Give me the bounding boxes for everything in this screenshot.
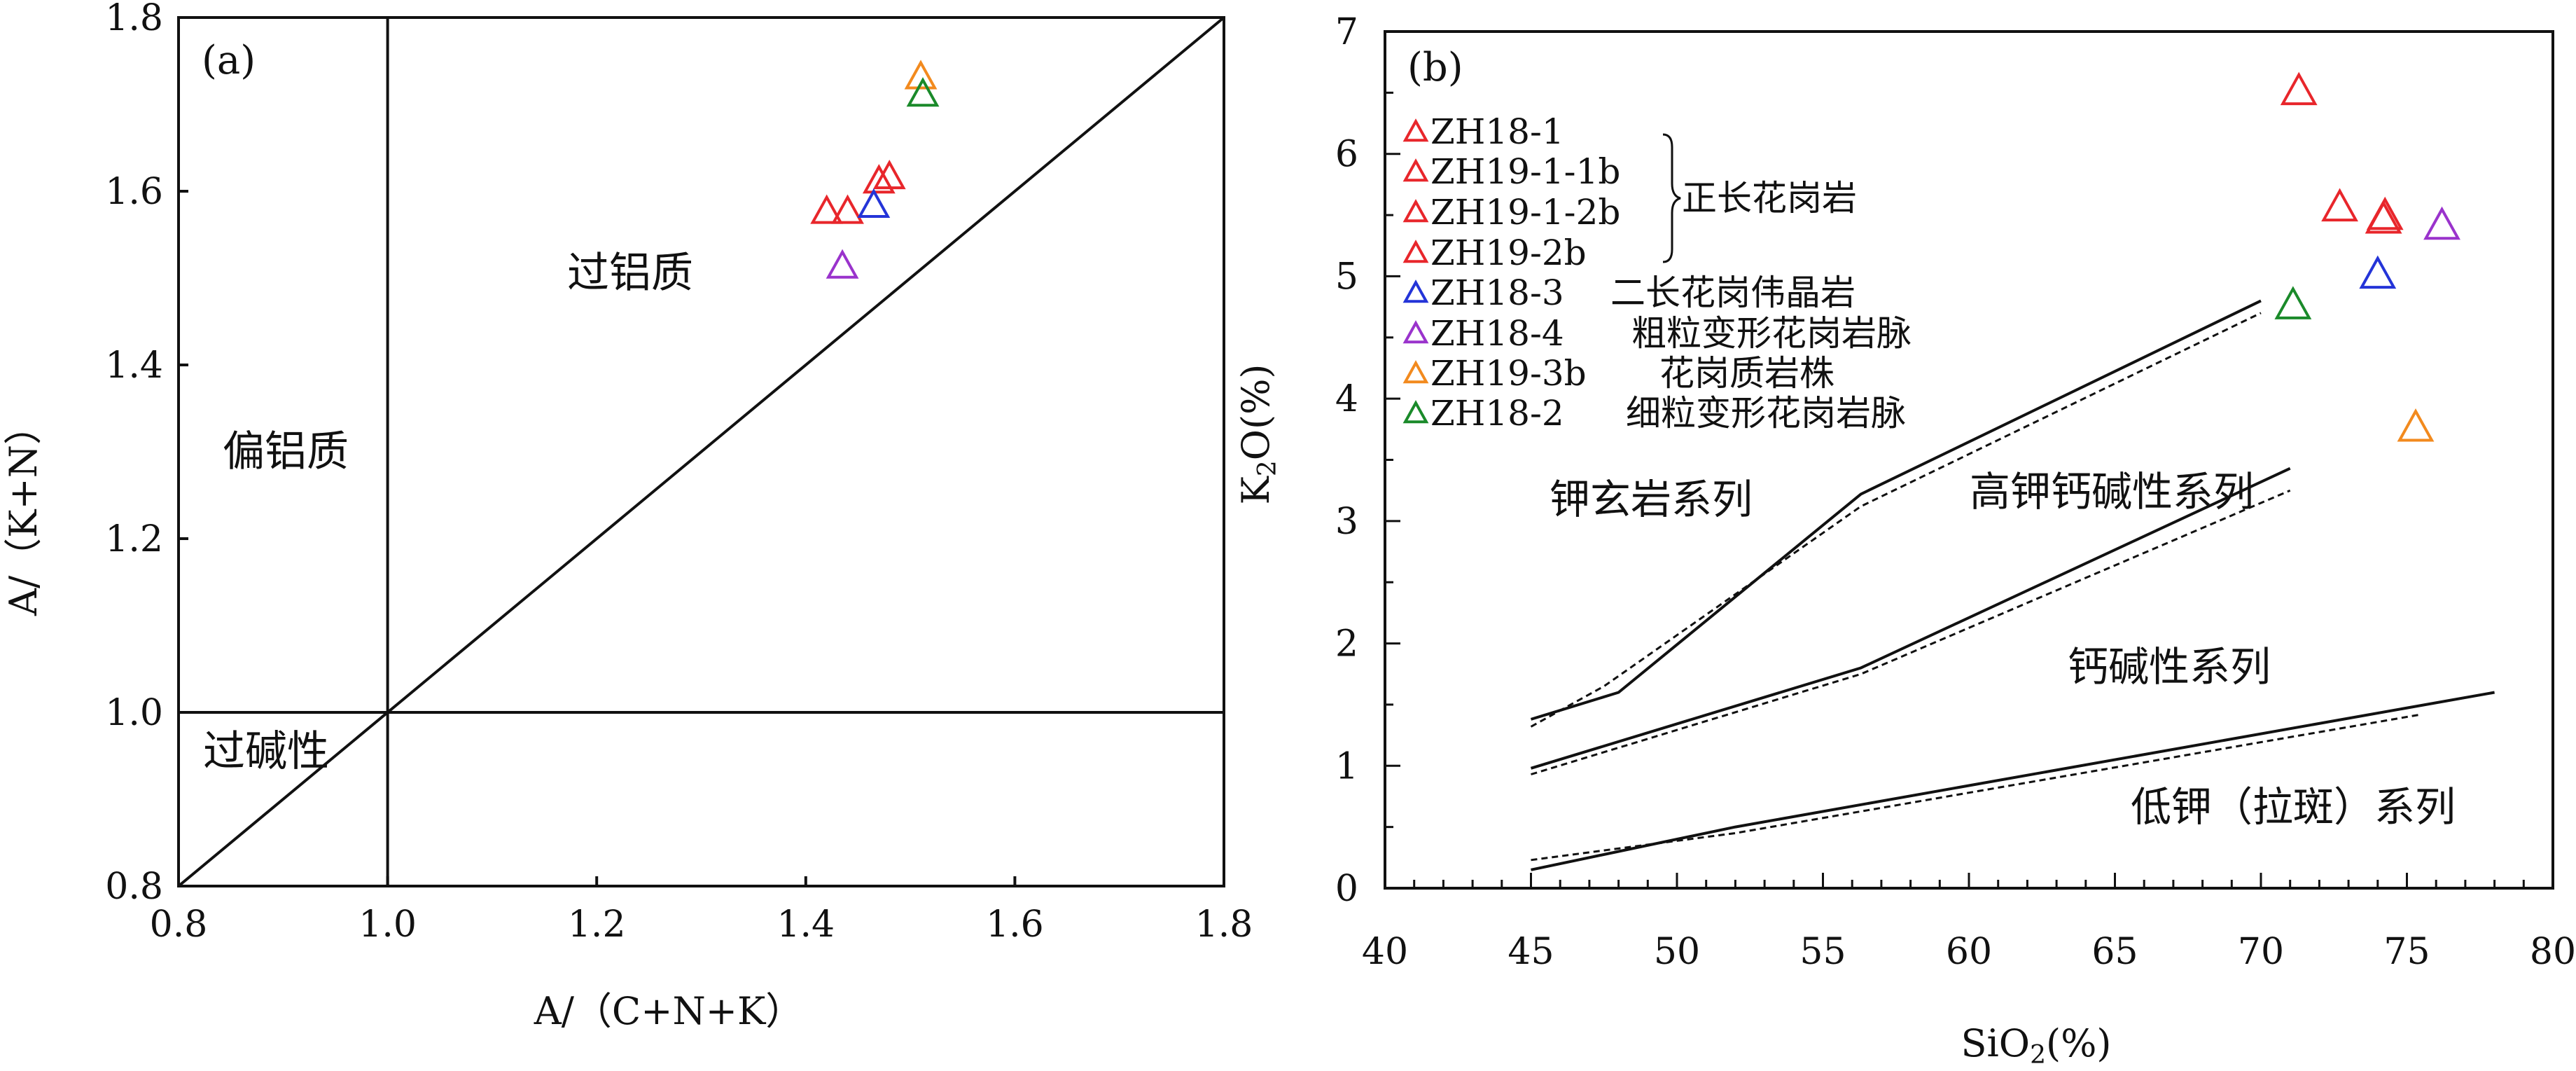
- panel-b-y-axis-label: K2O(%): [1234, 364, 1282, 505]
- panel-b-y-tick-label: 1: [1335, 745, 1358, 787]
- legend-group-label: 正长花岗岩: [1682, 178, 1857, 219]
- panel-a-y-tick-label: 1.0: [105, 692, 163, 734]
- panel-b-x-axis-label: SiO2(%): [1961, 1021, 2112, 1070]
- legend-rock-7: 花岗质岩株: [1659, 353, 1834, 394]
- legend: ZH18-1 ZH19-1-1b ZH19-1-2b ZH19-2b ZH18-…: [1402, 111, 1912, 434]
- region-label-peraluminous: 过铝质: [567, 249, 693, 298]
- panel-a-x-axis-label: A/（C+N+K）: [534, 989, 804, 1033]
- panel-a-plot-area: 0.8 1.0 1.2 1.4 1.6 1.8 0.8 1.0 1.2 1.4 1.6 1.8: [105, 0, 1253, 946]
- panel-b-solid-boundary: [1530, 467, 2291, 770]
- panel-a-data-point: [826, 249, 859, 279]
- panel-a-y-axis-label: A/（K+N）: [1, 407, 46, 616]
- panel-a-x-tick-label: 1.2: [568, 904, 626, 946]
- panel-b-y-tick-label: 3: [1335, 501, 1358, 543]
- legend-sample-1: ZH18-1: [1430, 111, 1564, 152]
- panel-b-label: (b): [1407, 45, 1463, 90]
- legend-sample-5: ZH18-3: [1430, 272, 1564, 313]
- panel-a-x-tick-label: 1.8: [1195, 904, 1253, 946]
- panel-a-data-point: [906, 77, 940, 107]
- panel-b-data-point: [2280, 71, 2318, 106]
- legend-markers: [1402, 118, 1429, 424]
- legend-sample-4: ZH19-2b: [1430, 233, 1587, 273]
- panel-b-y-tick-label: 6: [1335, 134, 1358, 176]
- panel-b-y-tick-label: 4: [1335, 378, 1358, 420]
- series-label-high-k-calc-alkaline: 高钾钙碱性系列: [1970, 468, 2254, 516]
- legend-marker: [1402, 240, 1429, 263]
- region-label-metaluminous: 偏铝质: [223, 427, 349, 476]
- region-label-peralkaline: 过碱性: [203, 727, 329, 776]
- panel-b-dashed-boundary: [1531, 713, 2422, 862]
- legend-marker: [1402, 400, 1429, 424]
- panel-b-data-point: [2274, 286, 2312, 319]
- panel-b-data-point: [2321, 188, 2358, 222]
- series-label-calc-alkaline: 钙碱性系列: [2068, 643, 2271, 691]
- panel-a-data-point: [904, 60, 938, 90]
- panel-b-dashed-boundary: [1531, 489, 2291, 775]
- panel-b-x-tick-label: 55: [1799, 931, 1846, 973]
- panel-a: 0.8 1.0 1.2 1.4 1.6 1.8 0.8 1.0 1.2 1.4 1.6 1.8 (a)…: [1, 0, 1253, 1033]
- panel-b-y-tick-label: 7: [1335, 11, 1358, 53]
- panel-b-x-tick-label: 80: [2530, 931, 2576, 973]
- panel-a-data-point: [872, 159, 906, 190]
- panel-b-x-tick-label: 75: [2383, 931, 2430, 973]
- panel-a-x-tick-label: 1.4: [777, 904, 835, 946]
- panel-b-solid-boundary: [1530, 299, 2262, 721]
- panel-a-x-tick-label: 1.0: [358, 904, 417, 946]
- legend-marker: [1402, 158, 1429, 182]
- panel-b-solid-boundary: [1531, 691, 2495, 871]
- legend-marker: [1402, 320, 1429, 344]
- panel-a-y-tick-label: 1.8: [105, 0, 163, 39]
- legend-sample-7: ZH19-3b: [1430, 353, 1587, 394]
- panel-b-x-tick-label: 45: [1508, 931, 1554, 973]
- panel-b-data-point: [2366, 196, 2404, 230]
- panel-a-y-tick-label: 0.8: [105, 866, 163, 908]
- panel-b-x-tick-label: 65: [2091, 931, 2138, 973]
- series-label-low-k-tholeiite: 低钾（拉斑）系列: [2131, 783, 2456, 831]
- legend-rock-5: 二长花岗伟晶岩: [1610, 272, 1856, 313]
- panel-a-frame: [177, 16, 1225, 887]
- legend-sample-2: ZH19-1-1b: [1430, 151, 1620, 192]
- legend-sample-3: ZH19-1-2b: [1430, 192, 1620, 233]
- panel-b-x-tick-label: 50: [1654, 931, 1700, 973]
- panel-b-x-tick-label: 70: [2238, 931, 2284, 973]
- legend-rock-6: 粗粒变形花岗岩脉: [1631, 313, 1912, 354]
- series-label-shoshonite: 钾玄岩系列: [1550, 476, 1753, 523]
- panel-b-y-tick-label: 0: [1335, 868, 1358, 910]
- panel-a-data-point: [810, 194, 844, 224]
- panel-a-x-tick-label: 1.6: [986, 904, 1044, 946]
- panel-b-data-point: [2423, 206, 2460, 240]
- panel-a-data-point: [857, 188, 891, 218]
- panel-a-y-tick-label: 1.4: [105, 345, 163, 387]
- panel-b-x-tick-label: 40: [1362, 931, 1408, 973]
- panel-a-label: (a): [202, 38, 256, 83]
- panel-b-x-tick-label: 60: [1946, 931, 1992, 973]
- legend-marker: [1402, 360, 1429, 384]
- legend-marker: [1402, 199, 1429, 223]
- legend-group-brace: [1662, 133, 1681, 263]
- panel-a-x-tick-label: 0.8: [150, 904, 208, 946]
- panel-b-data-point: [2397, 408, 2435, 442]
- panel-a-y-tick-label: 1.6: [105, 171, 163, 213]
- panel-a-data-point: [862, 164, 896, 194]
- panel-a-y-tick-label: 1.2: [105, 518, 163, 560]
- panel-b-data-point: [2359, 255, 2397, 289]
- legend-marker: [1402, 118, 1429, 142]
- legend-marker: [1402, 279, 1429, 303]
- panel-b-y-tick-label: 2: [1335, 623, 1358, 665]
- panel-a-reference-line: [177, 16, 1225, 887]
- panel-b-y-tick-label: 5: [1335, 256, 1358, 298]
- legend-sample-6: ZH18-4: [1430, 313, 1564, 354]
- panel-a-data-point: [831, 194, 864, 224]
- legend-rock-8: 细粒变形花岗岩脉: [1626, 393, 1906, 434]
- legend-sample-8: ZH18-2: [1430, 393, 1564, 434]
